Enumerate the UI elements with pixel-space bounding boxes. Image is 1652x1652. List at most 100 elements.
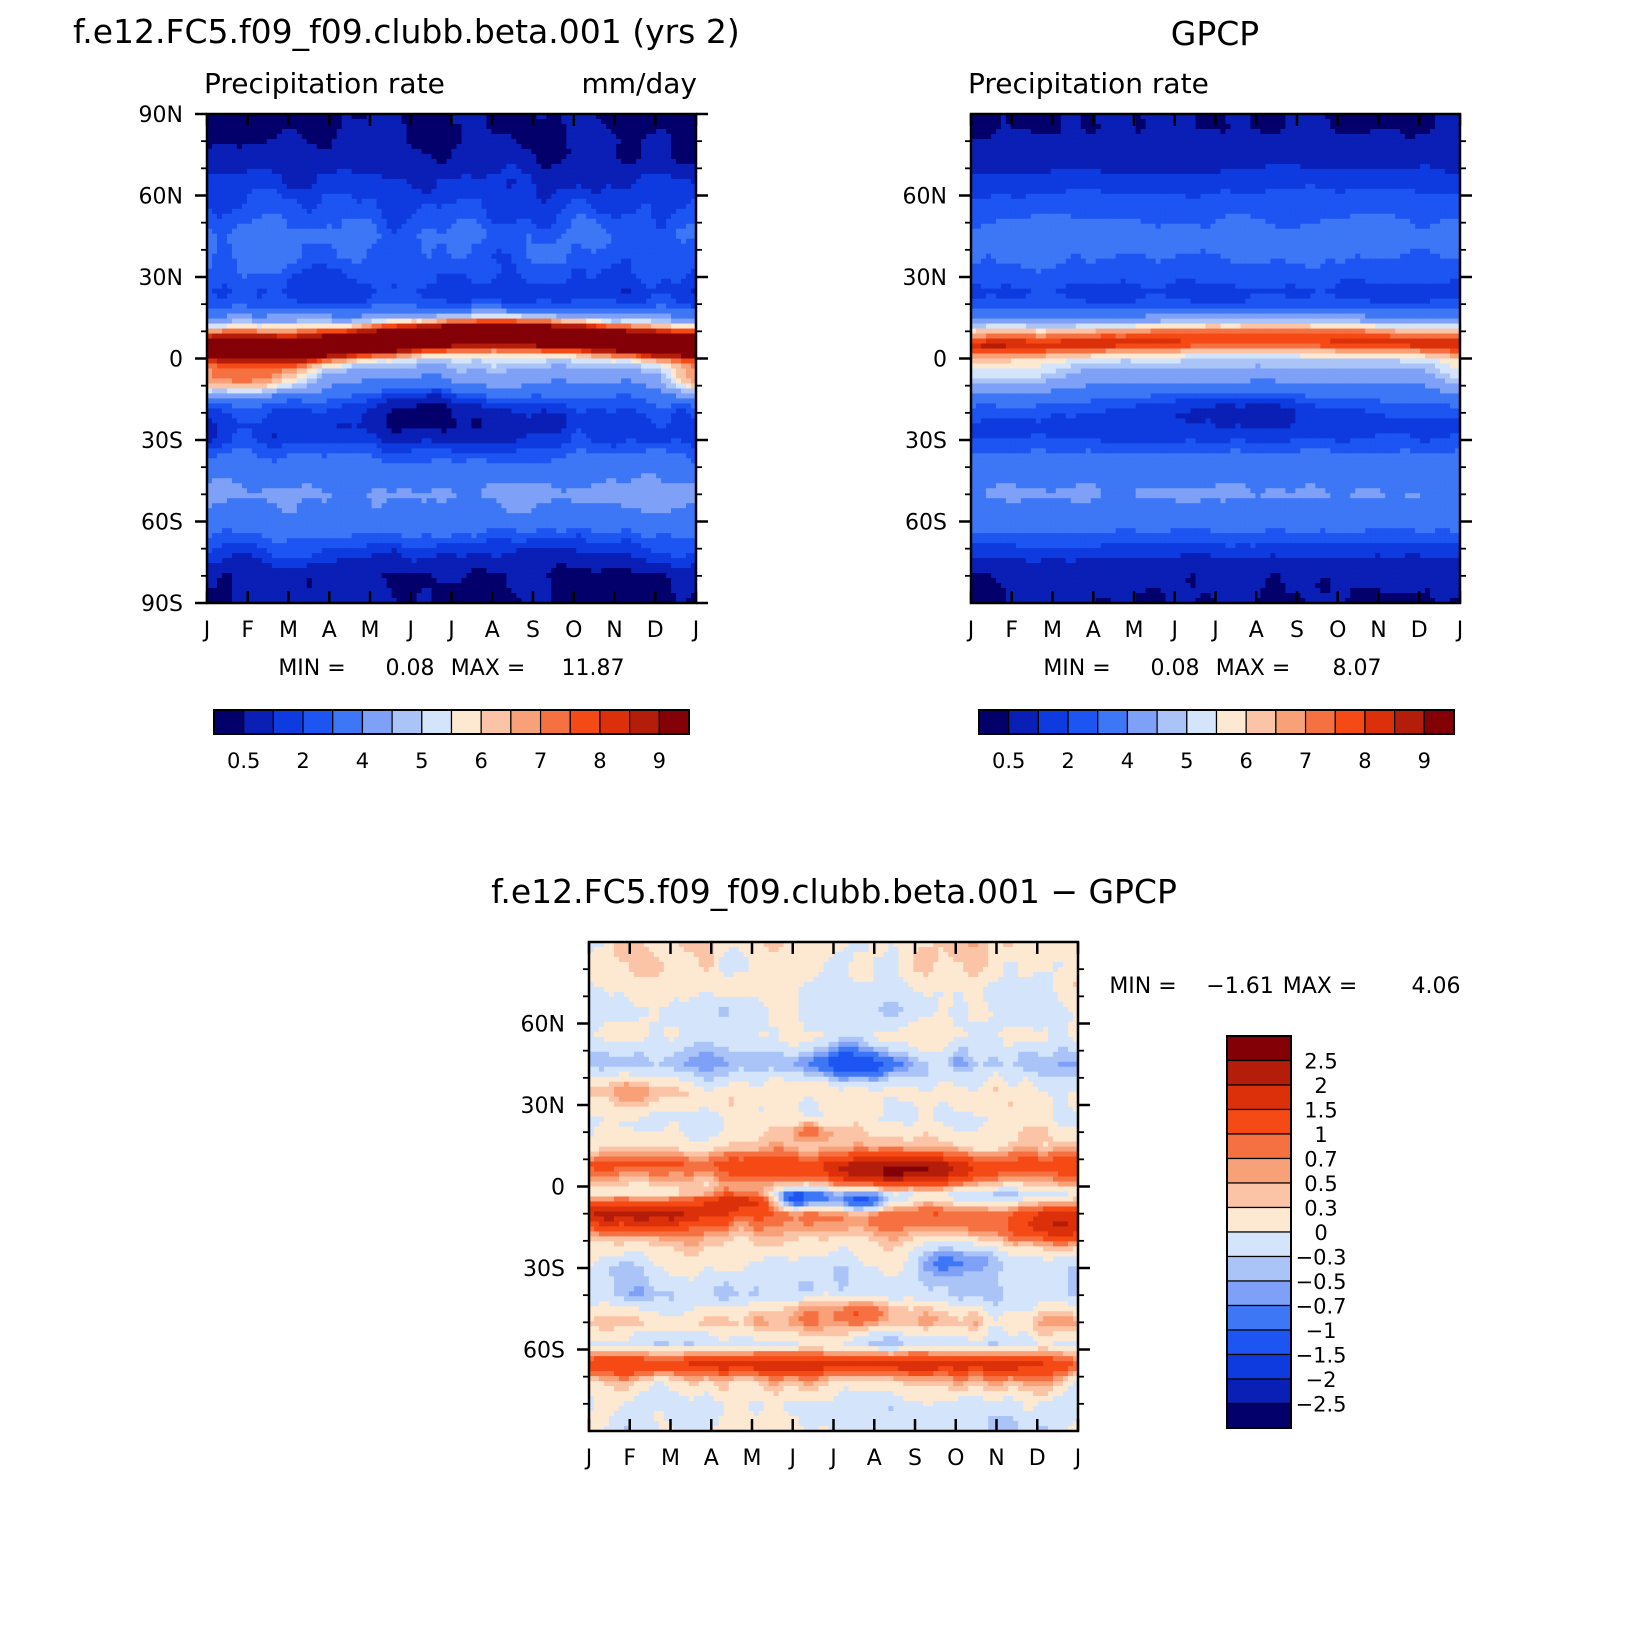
contour-cell bbox=[351, 128, 358, 135]
contour-cell bbox=[396, 363, 403, 370]
contour-cell bbox=[266, 343, 273, 350]
contour-cell bbox=[246, 208, 253, 215]
contour-cell bbox=[306, 288, 313, 295]
contour-cell bbox=[211, 313, 218, 320]
contour-cell bbox=[276, 353, 283, 360]
contour-cell bbox=[401, 363, 408, 370]
contour-cell bbox=[501, 148, 507, 155]
contour-cell bbox=[376, 123, 383, 130]
contour-cell bbox=[271, 333, 278, 340]
contour-cell bbox=[501, 308, 507, 315]
contour-cell bbox=[471, 213, 478, 220]
contour-cell bbox=[691, 228, 696, 235]
contour-cell bbox=[341, 328, 348, 335]
contour-cell bbox=[381, 143, 388, 150]
contour-cell bbox=[656, 143, 662, 150]
contour-cell bbox=[366, 223, 373, 230]
contour-cell bbox=[446, 248, 453, 255]
contour-cell bbox=[441, 243, 448, 250]
contour-cell bbox=[556, 173, 562, 180]
contour-cell bbox=[366, 363, 373, 370]
contour-cell bbox=[271, 323, 278, 330]
contour-cell bbox=[676, 218, 682, 225]
contour-cell bbox=[291, 293, 298, 300]
contour-cell bbox=[456, 328, 463, 335]
contour-cell bbox=[306, 273, 313, 280]
contour-cell bbox=[386, 343, 393, 350]
contour-cell bbox=[691, 273, 696, 280]
contour-cell bbox=[681, 313, 687, 320]
contour-cell bbox=[546, 308, 552, 315]
contour-cell bbox=[276, 303, 283, 310]
contour-cell bbox=[271, 198, 278, 205]
contour-cell bbox=[626, 248, 632, 255]
contour-cell bbox=[431, 338, 438, 345]
contour-cell bbox=[301, 153, 308, 160]
contour-cell bbox=[666, 293, 672, 300]
contour-cell bbox=[496, 323, 502, 330]
contour-cell bbox=[601, 363, 607, 370]
contour-cell bbox=[506, 123, 512, 130]
contour-cell bbox=[231, 363, 238, 370]
contour-cell bbox=[636, 358, 642, 365]
contour-cell bbox=[626, 268, 632, 275]
contour-cell bbox=[276, 323, 283, 330]
contour-cell bbox=[686, 258, 692, 265]
contour-cell bbox=[471, 148, 478, 155]
contour-cell bbox=[536, 323, 542, 330]
contour-cell bbox=[341, 218, 348, 225]
contour-cell bbox=[566, 178, 572, 185]
contour-cell bbox=[546, 283, 552, 290]
contour-cell bbox=[451, 288, 458, 295]
contour-cell bbox=[441, 338, 448, 345]
contour-cell bbox=[516, 323, 522, 330]
contour-cell bbox=[561, 158, 567, 165]
contour-cell bbox=[316, 218, 323, 225]
contour-cell bbox=[681, 193, 687, 200]
contour-cell bbox=[636, 323, 642, 330]
contour-cell bbox=[266, 203, 273, 210]
contour-cell bbox=[266, 114, 273, 120]
contour-cell bbox=[456, 233, 463, 240]
contour-cell bbox=[241, 358, 248, 365]
contour-cell bbox=[366, 288, 373, 295]
contour-cell bbox=[426, 243, 433, 250]
contour-cell bbox=[381, 298, 388, 305]
contour-cell bbox=[296, 218, 303, 225]
contour-cell bbox=[321, 123, 328, 130]
contour-cell bbox=[216, 203, 223, 210]
contour-cell bbox=[256, 223, 263, 230]
contour-cell bbox=[441, 343, 448, 350]
contour-cell bbox=[601, 268, 607, 275]
contour-cell bbox=[541, 253, 547, 260]
contour-cell bbox=[611, 218, 617, 225]
contour-cell bbox=[666, 118, 672, 125]
contour-cell bbox=[311, 228, 318, 235]
contour-cell bbox=[676, 318, 682, 325]
contour-cell bbox=[676, 213, 682, 220]
contour-cell bbox=[381, 288, 388, 295]
contour-cell bbox=[261, 268, 268, 275]
contour-cell bbox=[221, 243, 228, 250]
contour-cell bbox=[386, 123, 393, 130]
contour-cell bbox=[526, 168, 532, 175]
contour-cell bbox=[346, 283, 353, 290]
contour-cell bbox=[636, 333, 642, 340]
contour-cell bbox=[207, 363, 213, 370]
contour-cell bbox=[296, 323, 303, 330]
contour-cell bbox=[471, 323, 478, 330]
contour-cell bbox=[246, 323, 253, 330]
contour-cell bbox=[261, 143, 268, 150]
contour-cell bbox=[601, 173, 607, 180]
contour-cell bbox=[321, 188, 328, 195]
contour-cell bbox=[526, 333, 532, 340]
contour-cell bbox=[261, 238, 268, 245]
contour-cell bbox=[451, 168, 458, 175]
contour-cell bbox=[626, 188, 632, 195]
contour-cell bbox=[506, 343, 512, 350]
contour-cell bbox=[241, 338, 248, 345]
contour-cell bbox=[207, 348, 213, 355]
contour-cell bbox=[571, 168, 577, 175]
contour-cell bbox=[306, 308, 313, 315]
contour-cell bbox=[326, 128, 333, 135]
